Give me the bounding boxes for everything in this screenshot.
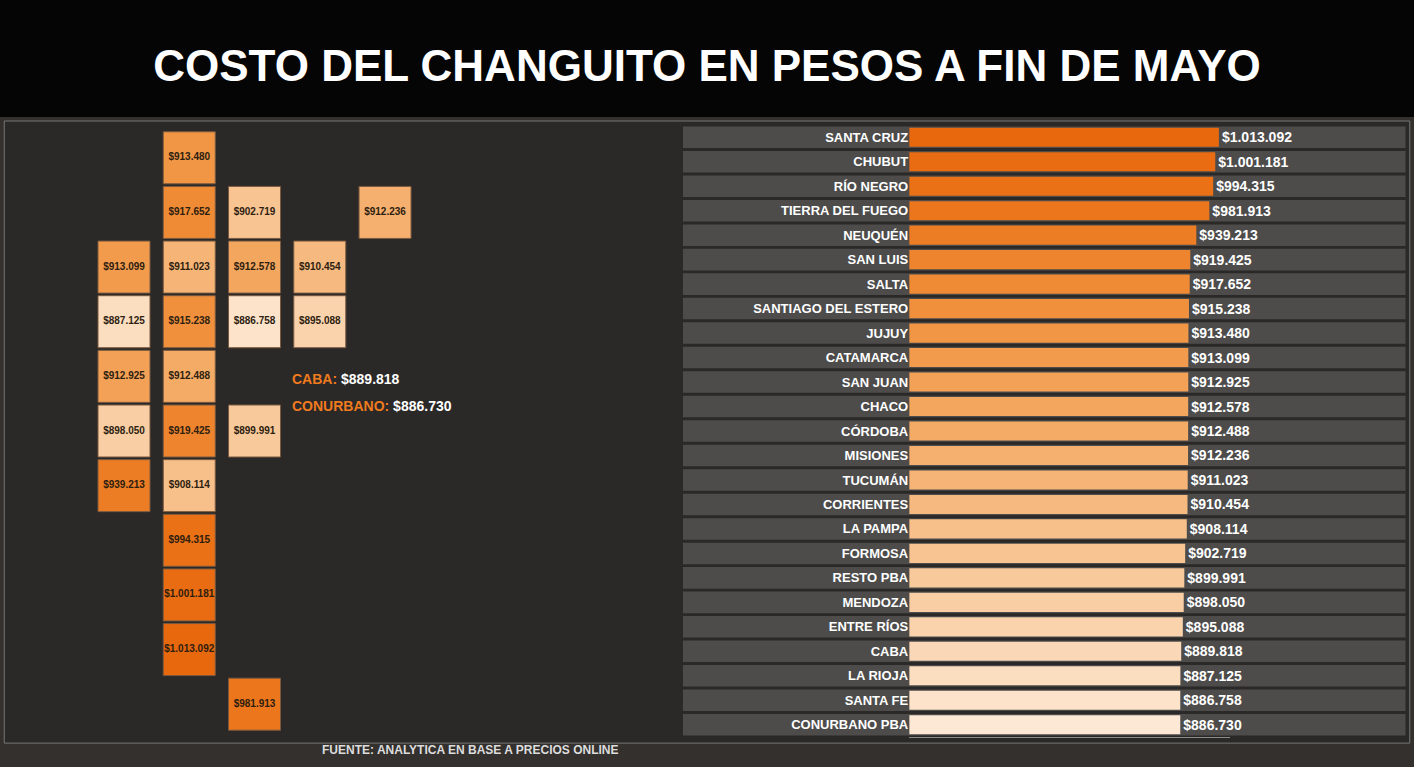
svg-text:NEUQUÉN: NEUQUÉN	[843, 228, 908, 243]
svg-text:CONURBANO: $886.730: CONURBANO: $886.730	[292, 398, 452, 414]
svg-text:RÍO NEGRO: RÍO NEGRO	[834, 179, 908, 194]
svg-text:$902.719: $902.719	[234, 206, 276, 217]
svg-text:$1.001.181: $1.001.181	[1218, 154, 1288, 170]
svg-text:$1.001.181: $1.001.181	[164, 588, 214, 599]
svg-text:RESTO PBA: RESTO PBA	[833, 570, 909, 585]
svg-text:SANTA FE: SANTA FE	[845, 693, 909, 708]
svg-text:MISIONES: MISIONES	[845, 448, 909, 463]
svg-text:$886.758: $886.758	[234, 315, 276, 326]
svg-text:$981.913: $981.913	[234, 698, 276, 709]
svg-text:$912.578: $912.578	[1191, 399, 1250, 415]
svg-text:$917.652: $917.652	[1193, 276, 1252, 292]
svg-text:$895.088: $895.088	[299, 315, 341, 326]
svg-text:$910.454: $910.454	[299, 261, 341, 272]
svg-text:$910.454: $910.454	[1191, 496, 1250, 512]
svg-text:$899.991: $899.991	[1187, 570, 1246, 586]
svg-text:$913.099: $913.099	[103, 261, 145, 272]
svg-text:SANTA CRUZ: SANTA CRUZ	[825, 130, 908, 145]
svg-text:$994.315: $994.315	[168, 534, 210, 545]
svg-text:LA PAMPA: LA PAMPA	[843, 521, 909, 536]
svg-text:CHUBUT: CHUBUT	[853, 154, 908, 169]
svg-text:CABA: $889.818: CABA: $889.818	[292, 371, 400, 387]
svg-text:MENDOZA: MENDOZA	[842, 595, 908, 610]
svg-text:$1.013.092: $1.013.092	[164, 643, 214, 654]
svg-text:CHACO: CHACO	[861, 399, 909, 414]
svg-text:JUJUY: JUJUY	[866, 326, 908, 341]
svg-text:$911.023: $911.023	[169, 261, 211, 272]
svg-text:$913.480: $913.480	[1191, 325, 1250, 341]
svg-text:$887.125: $887.125	[1183, 668, 1242, 684]
svg-text:SAN LUIS: SAN LUIS	[848, 252, 909, 267]
svg-text:$919.425: $919.425	[168, 425, 210, 436]
svg-text:$912.488: $912.488	[1191, 423, 1250, 439]
svg-text:TIERRA DEL FUEGO: TIERRA DEL FUEGO	[781, 203, 908, 218]
svg-text:CORRIENTES: CORRIENTES	[823, 497, 909, 512]
svg-text:CATAMARCA: CATAMARCA	[826, 350, 909, 365]
svg-text:$913.480: $913.480	[168, 151, 210, 162]
svg-text:CONURBANO PBA: CONURBANO PBA	[791, 717, 909, 732]
svg-text:$908.114: $908.114	[169, 479, 211, 490]
svg-text:$981.913: $981.913	[1212, 203, 1271, 219]
svg-text:$912.236: $912.236	[364, 206, 406, 217]
svg-text:$895.088: $895.088	[1186, 619, 1245, 635]
svg-text:FORMOSA: FORMOSA	[842, 546, 909, 561]
svg-text:$917.652: $917.652	[168, 206, 210, 217]
svg-text:$902.719: $902.719	[1188, 545, 1247, 561]
svg-text:$912.236: $912.236	[1191, 447, 1250, 463]
svg-text:$899.991: $899.991	[234, 425, 276, 436]
svg-text:$908.114: $908.114	[1190, 521, 1248, 537]
svg-text:CABA: CABA	[871, 644, 909, 659]
svg-text:$912.488: $912.488	[168, 370, 210, 381]
svg-text:$887.125: $887.125	[103, 315, 145, 326]
svg-text:$939.213: $939.213	[103, 479, 145, 490]
svg-text:$886.730: $886.730	[1183, 717, 1242, 733]
svg-text:$939.213: $939.213	[1199, 227, 1258, 243]
svg-text:$994.315: $994.315	[1216, 178, 1275, 194]
svg-text:LA RIOJA: LA RIOJA	[848, 668, 909, 683]
svg-text:COSTO DEL CHANGUITO EN PESOS A: COSTO DEL CHANGUITO EN PESOS A FIN DE MA…	[153, 41, 1261, 90]
svg-text:$915.238: $915.238	[168, 315, 210, 326]
svg-text:$912.925: $912.925	[103, 370, 145, 381]
svg-text:$898.050: $898.050	[103, 425, 145, 436]
svg-text:TUCUMÁN: TUCUMÁN	[842, 473, 908, 488]
svg-text:CÓRDOBA: CÓRDOBA	[841, 424, 909, 439]
svg-text:SALTA: SALTA	[867, 277, 909, 292]
svg-text:$898.050: $898.050	[1187, 594, 1246, 610]
svg-text:$886.758: $886.758	[1183, 692, 1242, 708]
svg-text:ENTRE RÍOS: ENTRE RÍOS	[829, 619, 909, 634]
svg-text:SANTIAGO DEL ESTERO: SANTIAGO DEL ESTERO	[753, 301, 908, 316]
svg-text:FUENTE: ANALYTICA EN BASE A PR: FUENTE: ANALYTICA EN BASE A PRECIOS ONLI…	[322, 743, 618, 757]
svg-text:$912.578: $912.578	[234, 261, 276, 272]
svg-text:$911.023: $911.023	[1191, 472, 1249, 488]
svg-text:$913.099: $913.099	[1191, 350, 1250, 366]
svg-text:SAN JUAN: SAN JUAN	[842, 375, 908, 390]
svg-text:$912.925: $912.925	[1191, 374, 1250, 390]
svg-text:$915.238: $915.238	[1192, 301, 1251, 317]
svg-text:$919.425: $919.425	[1193, 252, 1252, 268]
svg-text:$889.818: $889.818	[1184, 643, 1243, 659]
svg-text:$1.013.092: $1.013.092	[1222, 129, 1292, 145]
